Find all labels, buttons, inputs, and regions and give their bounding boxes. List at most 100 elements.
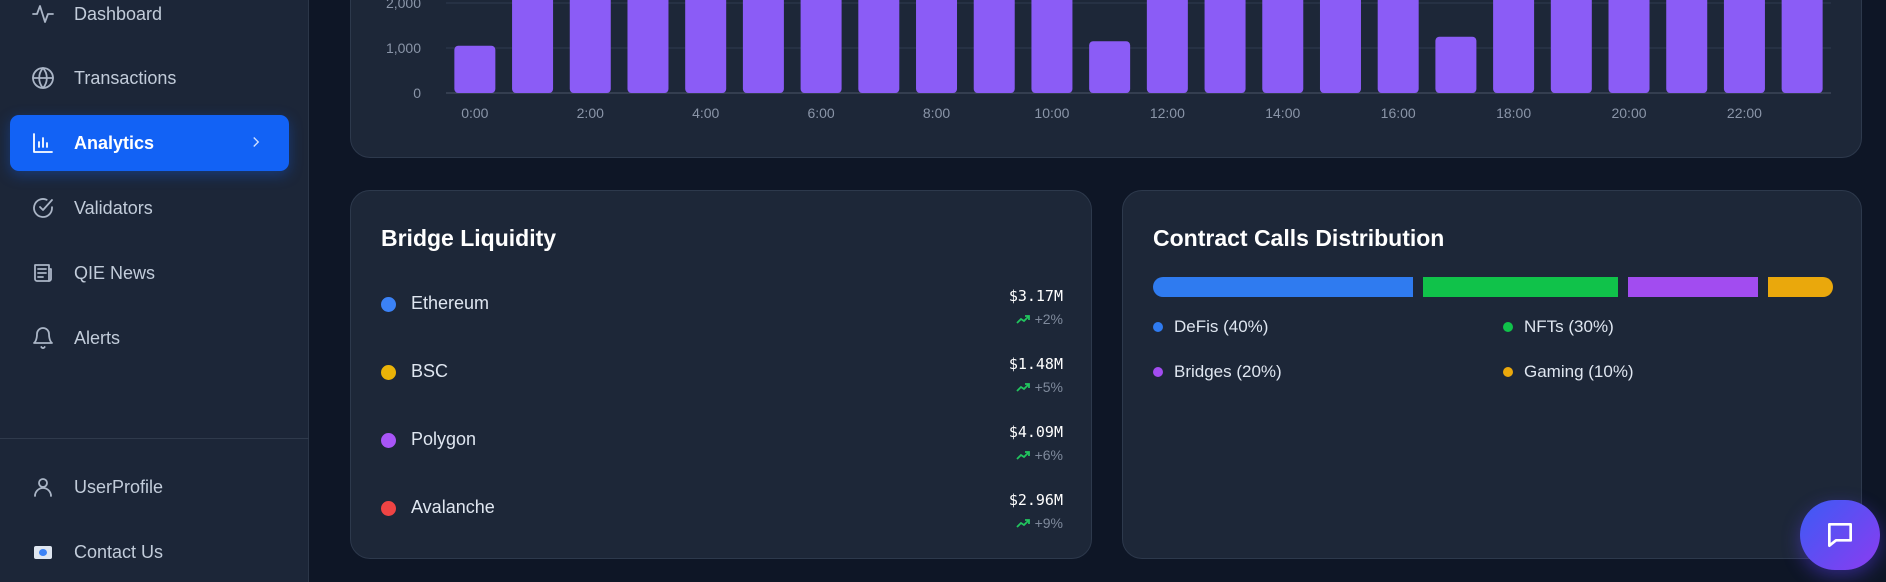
- change-text: +5%: [1034, 379, 1063, 395]
- bar-8:00[interactable]: [916, 0, 958, 93]
- distribution-segment: [1153, 277, 1413, 297]
- bar-21:00[interactable]: [1666, 0, 1708, 93]
- x-tick-label: 16:00: [1381, 105, 1416, 121]
- sidebar-item-label: QIE News: [74, 262, 156, 283]
- distribution-segment: [1423, 277, 1618, 297]
- trending-up-icon: [1015, 383, 1030, 392]
- x-tick-label: 4:00: [692, 105, 719, 121]
- sidebar: Dashboard Transactions Analytics Validat…: [0, 0, 309, 582]
- chat-button[interactable]: [1800, 500, 1880, 570]
- liquidity-value: $1.48M: [1008, 355, 1063, 373]
- bar-1:00[interactable]: [512, 0, 554, 93]
- bar-7:00[interactable]: [858, 0, 900, 93]
- chain-name: Avalanche: [411, 497, 495, 517]
- bar-22:00[interactable]: [1723, 0, 1765, 93]
- legend-item: Bridges (20%): [1153, 362, 1282, 382]
- sidebar-item-alerts[interactable]: Alerts: [10, 310, 289, 366]
- liquidity-value: $4.09M: [1008, 423, 1063, 441]
- sidebar-item-label: Alerts: [74, 327, 121, 348]
- liquidity-change: +6%: [1015, 447, 1063, 463]
- x-tick-label: 18:00: [1496, 105, 1531, 121]
- sidebar-item-label: Transactions: [74, 67, 177, 88]
- bar-0:00[interactable]: [454, 45, 496, 93]
- bar-17:00[interactable]: [1435, 36, 1477, 93]
- bar-18:00[interactable]: [1493, 0, 1535, 93]
- bar-12:00[interactable]: [1146, 0, 1188, 93]
- distribution-segment: [1628, 277, 1758, 297]
- legend-dot: [1503, 367, 1513, 377]
- legend-item: NFTs (30%): [1503, 317, 1614, 337]
- x-tick-label: 2:00: [577, 105, 604, 121]
- x-tick-label: 8:00: [923, 105, 950, 121]
- chain-color-dot: [381, 297, 396, 312]
- y-tick-label: 0: [413, 85, 421, 101]
- x-tick-label: 0:00: [461, 105, 488, 121]
- bar-13:00[interactable]: [1204, 0, 1246, 93]
- x-tick-label: 12:00: [1150, 105, 1185, 121]
- bridge-liquidity-title: Bridge Liquidity: [381, 225, 557, 251]
- bar-5:00[interactable]: [742, 0, 784, 93]
- bar-14:00[interactable]: [1262, 0, 1304, 93]
- y-tick-label: 1,000: [386, 40, 421, 56]
- bar-23:00[interactable]: [1781, 0, 1823, 93]
- bar-2:00[interactable]: [569, 0, 611, 93]
- legend-label: Gaming (10%): [1524, 362, 1634, 381]
- legend-item: DeFis (40%): [1153, 317, 1268, 337]
- liquidity-change: +2%: [1015, 311, 1063, 327]
- trending-up-icon: [1015, 519, 1030, 528]
- chain-name: Polygon: [411, 429, 477, 449]
- sidebar-item-validators[interactable]: Validators: [10, 180, 289, 236]
- liquidity-change: +5%: [1015, 379, 1063, 395]
- sidebar-item-contact-us[interactable]: Contact Us: [10, 524, 289, 580]
- bar-11:00[interactable]: [1089, 41, 1131, 93]
- bar-19:00[interactable]: [1550, 0, 1592, 93]
- bridge-liquidity-card: Bridge Liquidity Ethereum $3.17M +2% BSC $1.…: [350, 190, 1092, 559]
- x-tick-label: 10:00: [1034, 105, 1069, 121]
- legend-label: Bridges (20%): [1174, 362, 1282, 381]
- legend-dot: [1153, 322, 1163, 332]
- sidebar-item-transactions[interactable]: Transactions: [10, 50, 289, 106]
- bell-icon: [30, 325, 56, 351]
- change-text: +6%: [1034, 447, 1063, 463]
- bar-chart-icon: [30, 130, 56, 156]
- liquidity-value: $3.17M: [1008, 287, 1063, 305]
- bridge-row-polygon: Polygon $4.09M +6%: [381, 423, 1063, 473]
- bar-9:00[interactable]: [973, 0, 1015, 93]
- bar-3:00[interactable]: [627, 0, 669, 93]
- activity-icon: [30, 1, 56, 27]
- bar-6:00[interactable]: [800, 0, 842, 93]
- distribution-segment: [1768, 277, 1833, 297]
- sidebar-item-label: Analytics: [74, 132, 155, 153]
- sidebar-item-qie-news[interactable]: QIE News: [10, 245, 289, 301]
- user-icon: [30, 474, 56, 500]
- bar-4:00[interactable]: [685, 0, 727, 93]
- chat-bubble-icon: [1828, 523, 1852, 547]
- bar-10:00[interactable]: [1031, 0, 1073, 93]
- legend-dot: [1153, 367, 1163, 377]
- x-tick-label: 22:00: [1727, 105, 1762, 121]
- sidebar-item-label: Dashboard: [74, 3, 163, 24]
- newspaper-icon: [30, 260, 56, 286]
- bar-chart: 0 1,000 2,000 0:00 2:00 4:00 6:00 8:00 10:00 12:0…: [386, 0, 1831, 121]
- legend-label: DeFis (40%): [1174, 317, 1269, 336]
- bar-20:00[interactable]: [1608, 0, 1650, 93]
- sidebar-item-dashboard[interactable]: Dashboard: [10, 0, 289, 42]
- change-text: +9%: [1034, 515, 1063, 531]
- chain-color-dot: [381, 365, 396, 380]
- trending-up-icon: [1015, 451, 1030, 460]
- distribution-bar: [1153, 277, 1833, 297]
- globe-icon: [30, 65, 56, 91]
- liquidity-value: $2.96M: [1008, 491, 1063, 509]
- sidebar-item-user-profile[interactable]: UserProfile: [10, 459, 289, 515]
- legend-label: NFTs (30%): [1524, 317, 1614, 336]
- chain-color-dot: [381, 433, 396, 448]
- bar-15:00[interactable]: [1319, 0, 1361, 93]
- hourly-chart-card: 0 1,000 2,000 0:00 2:00 4:00 6:00 8:00 10:00 12:0…: [350, 0, 1862, 158]
- legend-item: Gaming (10%): [1503, 362, 1634, 382]
- bar-16:00[interactable]: [1377, 0, 1419, 93]
- sidebar-item-analytics[interactable]: Analytics: [10, 115, 289, 171]
- sidebar-item-label: UserProfile: [74, 476, 164, 497]
- chain-name: BSC: [411, 361, 449, 381]
- y-tick-label: 2,000: [386, 0, 421, 11]
- x-tick-label: 20:00: [1611, 105, 1646, 121]
